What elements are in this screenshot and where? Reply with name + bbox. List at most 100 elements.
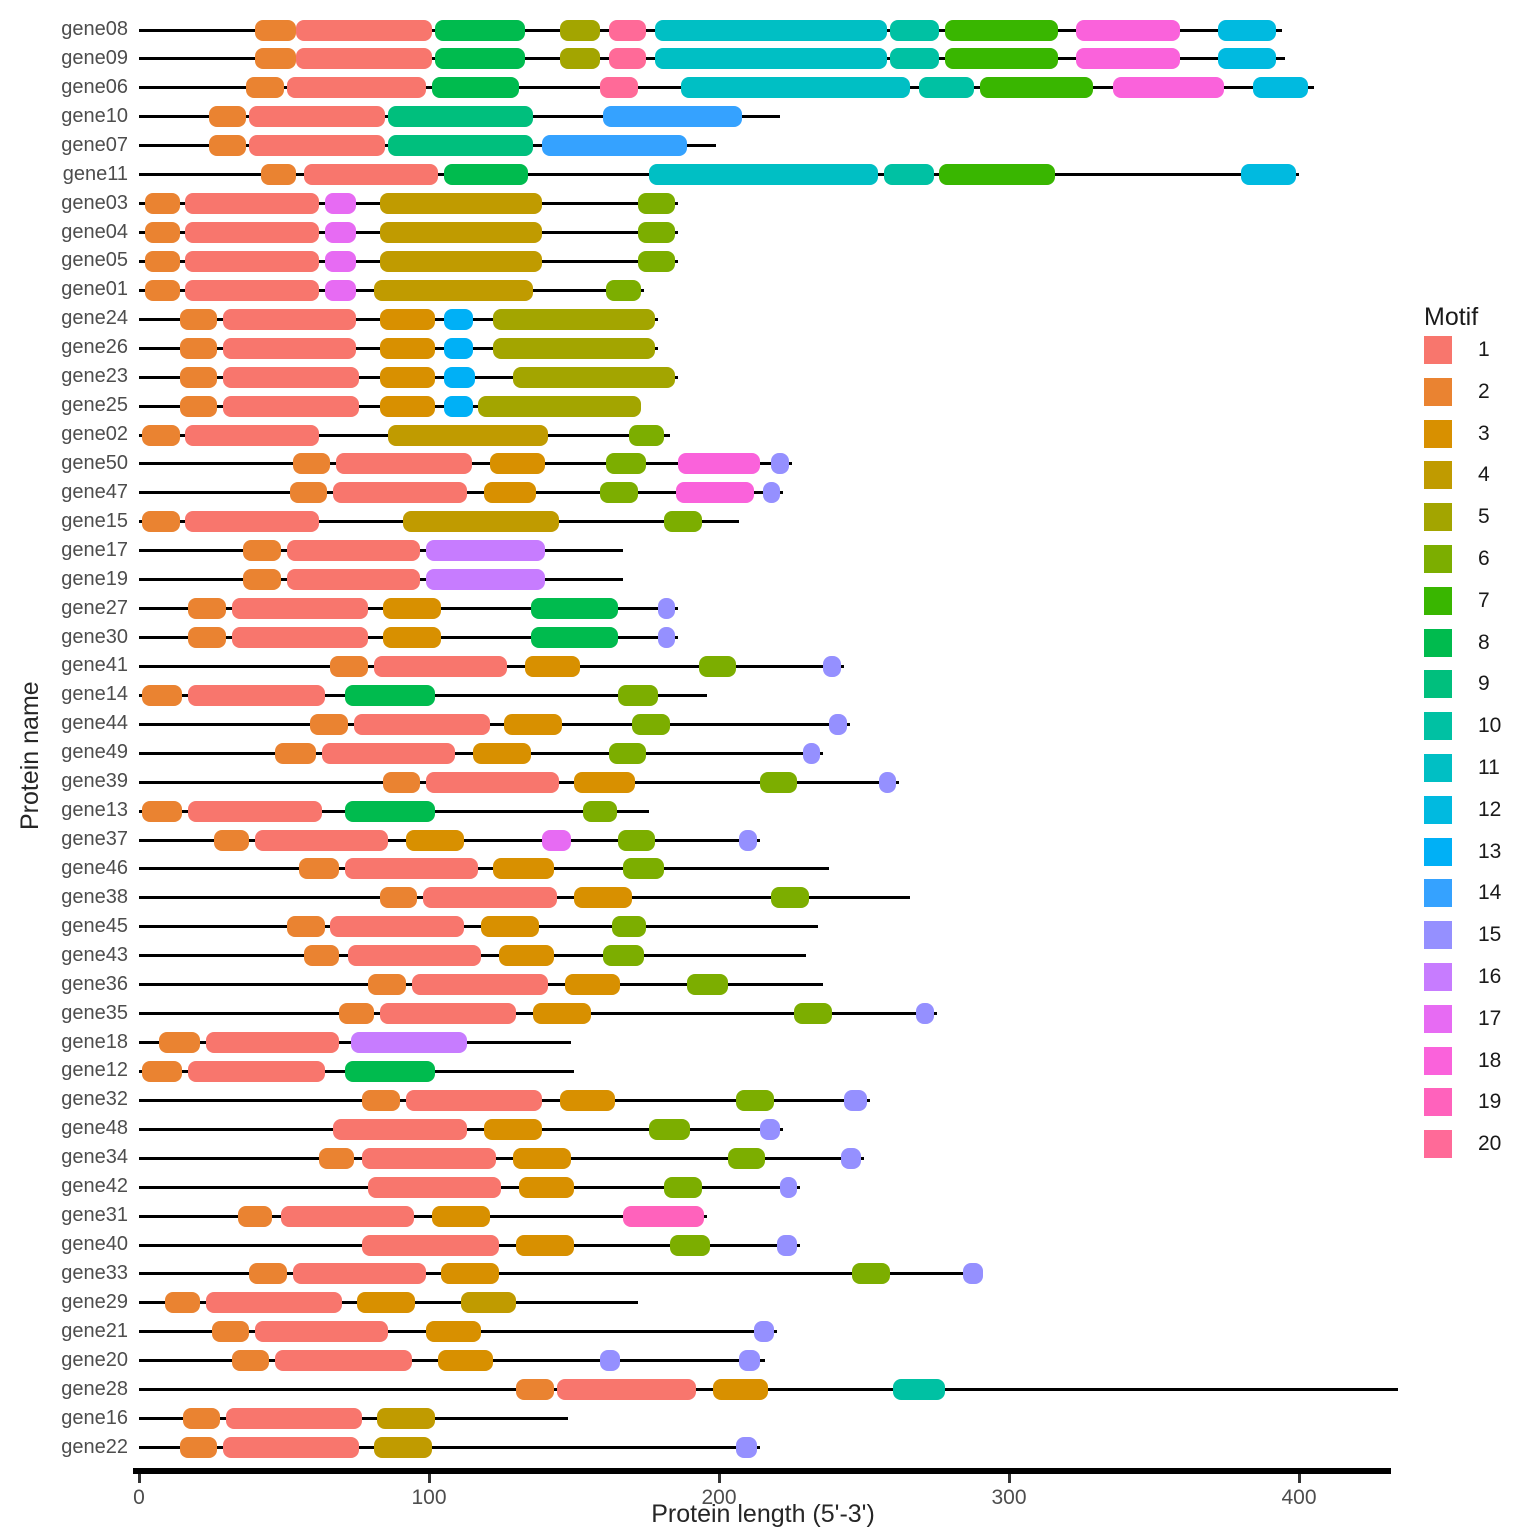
- x-tick-label-400: 400: [1281, 1486, 1317, 1509]
- motif-8-block-gene08: [434, 19, 525, 41]
- motif-2-block-gene04: [144, 222, 180, 243]
- motif-3-block-gene27: [382, 598, 441, 620]
- y-axis-label-gene42: gene42: [61, 1175, 128, 1198]
- motif-15-block-gene34: [840, 1147, 862, 1169]
- motif-18-block-gene50: [678, 453, 760, 475]
- motif-15-block-gene37: [739, 829, 757, 851]
- legend-label-motif-3: 3: [1478, 421, 1490, 445]
- motif-2-block-gene27: [188, 598, 226, 620]
- motif-16-block-gene17: [426, 540, 545, 562]
- motif-2-block-gene20: [231, 1350, 270, 1372]
- motif-3-block-gene30: [382, 627, 441, 649]
- motif-2-block-gene06: [246, 77, 284, 99]
- motif-3-block-gene33: [440, 1263, 499, 1285]
- legend-label-motif-7: 7: [1478, 588, 1490, 612]
- legend-swatch-motif-5: [1424, 503, 1452, 532]
- motif-2-block-gene23: [179, 366, 218, 388]
- motif-1-block-gene33: [292, 1263, 427, 1285]
- y-axis-label-gene01: gene01: [61, 278, 128, 301]
- motif-1-block-gene03: [185, 193, 319, 215]
- motif-1-block-gene43: [347, 945, 482, 967]
- legend-swatch-motif-18: [1424, 1046, 1452, 1075]
- motif-12-block-gene11: [1241, 164, 1297, 186]
- y-axis-label-gene06: gene06: [61, 75, 128, 98]
- y-axis-label-gene35: gene35: [61, 1001, 128, 1024]
- motif-3-block-gene42: [518, 1176, 574, 1198]
- protein-backbone-gene45: [139, 925, 818, 929]
- motif-2-block-gene11: [260, 164, 296, 186]
- legend-label-motif-4: 4: [1478, 463, 1490, 487]
- motif-3-block-gene49: [472, 742, 531, 764]
- motif-2-block-gene19: [243, 569, 282, 591]
- y-axis-label-gene36: gene36: [61, 972, 128, 995]
- motif-3-block-gene37: [405, 829, 464, 851]
- motif-1-block-gene01: [185, 279, 319, 301]
- y-axis-label-gene48: gene48: [61, 1117, 128, 1140]
- y-axis-label-gene41: gene41: [61, 654, 128, 677]
- motif-1-block-gene30: [231, 627, 369, 649]
- motif-8-block-gene30: [530, 627, 618, 649]
- legend-swatch-motif-12: [1424, 795, 1452, 824]
- motif-2-block-gene25: [179, 395, 218, 417]
- motif-2-block-gene10: [208, 106, 247, 128]
- y-axis-label-gene39: gene39: [61, 770, 128, 793]
- motif-15-block-gene35: [916, 1003, 934, 1025]
- x-tick-400: [1297, 1474, 1301, 1483]
- motif-2-block-gene38: [379, 887, 418, 909]
- motif-6-block-gene35: [794, 1003, 833, 1025]
- x-tick-300: [1007, 1474, 1011, 1483]
- y-axis-label-gene34: gene34: [61, 1146, 128, 1169]
- motif-2-block-gene50: [292, 453, 331, 475]
- motif-18-block-gene08: [1075, 19, 1181, 41]
- motif-8-block-gene06: [431, 77, 519, 99]
- y-axis-label-gene23: gene23: [61, 365, 128, 388]
- motif-1-block-gene15: [185, 511, 319, 533]
- motif-15-block-gene41: [823, 655, 841, 677]
- motif-3-block-gene25: [379, 395, 435, 417]
- y-axis-label-gene03: gene03: [61, 191, 128, 214]
- motif-1-block-gene02: [185, 424, 319, 446]
- motif-12-block-gene06: [1252, 77, 1308, 99]
- motif-3-block-gene24: [379, 308, 435, 330]
- y-axis-label-gene38: gene38: [61, 885, 128, 908]
- motif-3-block-gene47: [484, 482, 537, 504]
- legend-label-motif-6: 6: [1478, 547, 1490, 570]
- motif-15-block-gene21: [753, 1321, 775, 1343]
- motif-10-block-gene09: [890, 48, 940, 70]
- motif-1-block-gene14: [188, 684, 325, 706]
- motif-1-block-gene23: [223, 366, 360, 388]
- motif-18-block-gene09: [1075, 48, 1181, 70]
- motif-4-block-gene22: [373, 1437, 432, 1459]
- y-axis-label-gene31: gene31: [61, 1204, 128, 1227]
- legend-swatch-motif-6: [1424, 545, 1452, 573]
- motif-3-block-gene46: [492, 858, 554, 880]
- x-axis-line: [133, 1468, 1391, 1474]
- motif-15-block-gene30: [658, 627, 676, 649]
- motif-4-block-gene04: [379, 222, 543, 243]
- motif-17-block-gene03: [324, 193, 357, 215]
- motif-6-block-gene50: [605, 453, 647, 475]
- motif-1-block-gene20: [275, 1350, 412, 1372]
- motif-1-block-gene38: [423, 887, 557, 909]
- motif-6-block-gene43: [603, 945, 644, 967]
- motif-13-block-gene25: [443, 395, 473, 417]
- motif-2-block-gene21: [211, 1321, 250, 1343]
- motif-8-block-gene27: [530, 598, 618, 620]
- motif-6-block-gene02: [629, 424, 664, 446]
- motif-2-block-gene49: [275, 742, 316, 764]
- y-axis-label-gene27: gene27: [61, 596, 128, 619]
- motif-3-block-gene20: [437, 1350, 493, 1372]
- y-axis-label-gene02: gene02: [61, 423, 128, 446]
- motif-2-block-gene35: [339, 1003, 374, 1025]
- motif-1-block-gene37: [255, 829, 389, 851]
- legend-swatch-motif-10: [1424, 712, 1452, 741]
- motif-3-block-gene40: [516, 1234, 574, 1256]
- motif-17-block-gene05: [324, 250, 357, 272]
- motif-1-block-gene41: [373, 655, 508, 677]
- motif-15-block-gene44: [829, 713, 847, 735]
- motif-2-block-gene24: [179, 308, 218, 330]
- motif-15-block-gene22: [736, 1437, 757, 1459]
- motif-18-block-gene47: [675, 482, 754, 504]
- x-tick-0: [137, 1474, 141, 1483]
